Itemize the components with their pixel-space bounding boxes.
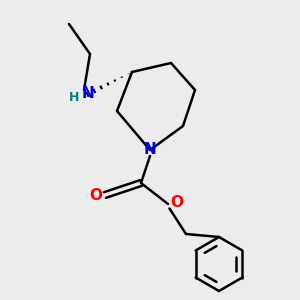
Text: O: O <box>89 188 103 202</box>
Text: N: N <box>144 142 156 158</box>
Text: O: O <box>170 195 183 210</box>
Text: N: N <box>82 85 95 100</box>
Text: H: H <box>69 91 80 104</box>
